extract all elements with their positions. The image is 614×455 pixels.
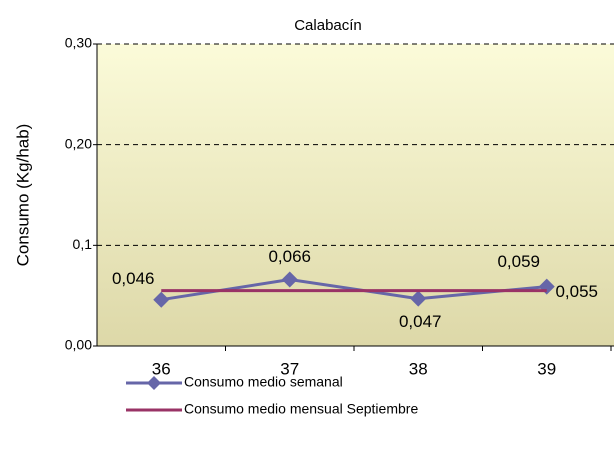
marker bbox=[153, 291, 170, 308]
x-tick-label: 37 bbox=[280, 359, 299, 378]
legend-label: Consumo medio semanal bbox=[184, 374, 343, 390]
data-label: 0,047 bbox=[399, 312, 442, 331]
data-label: 0,066 bbox=[268, 247, 311, 266]
y-tick-label: 0,30 bbox=[65, 35, 92, 51]
x-tick-label: 36 bbox=[152, 359, 171, 378]
plot-area bbox=[97, 44, 614, 346]
chart-title: Calabacín bbox=[294, 17, 362, 34]
x-tick-label: 39 bbox=[537, 359, 556, 378]
data-label: 0,046 bbox=[112, 269, 155, 288]
legend-marker bbox=[147, 376, 161, 390]
y-tick-label: 0,00 bbox=[65, 337, 92, 353]
data-label: 0,055 bbox=[555, 282, 598, 301]
legend-label: Consumo medio mensual Septiembre bbox=[184, 401, 418, 417]
marker bbox=[410, 290, 427, 307]
x-tick-label: 38 bbox=[409, 359, 428, 378]
y-axis-label: Consumo (Kg/hab) bbox=[13, 124, 32, 267]
marker bbox=[281, 271, 298, 288]
y-tick-label: 0,20 bbox=[65, 135, 92, 151]
y-tick-label: 0,1 bbox=[73, 236, 93, 252]
data-label: 0,059 bbox=[497, 252, 540, 271]
